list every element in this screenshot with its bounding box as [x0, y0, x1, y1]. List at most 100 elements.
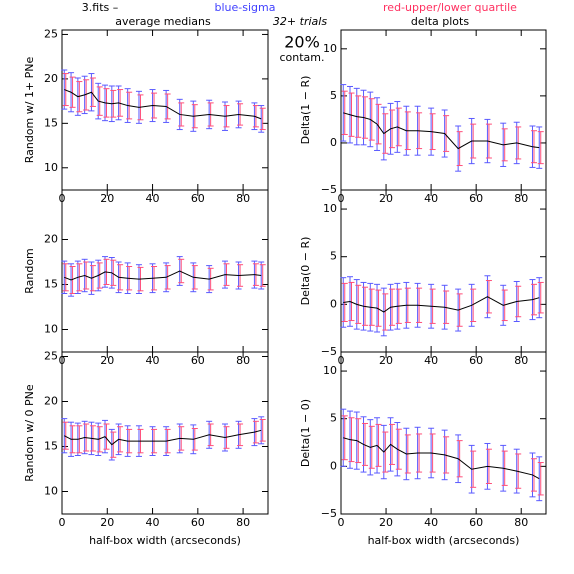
- x-tick-label: 40: [146, 192, 160, 205]
- quartile-bar: [103, 423, 110, 450]
- quartile-bar: [89, 265, 96, 292]
- y-tick-label: 10: [44, 161, 58, 174]
- quartile-bar: [110, 431, 117, 458]
- y-tick-label: 25: [44, 27, 58, 40]
- quartile-bar: [164, 93, 171, 120]
- y-tick-label: 5: [330, 412, 337, 425]
- x-tick-label: 20: [379, 516, 393, 529]
- quartile-bar: [348, 281, 355, 322]
- quartile-bar: [69, 76, 76, 108]
- y-tick-label: 10: [323, 364, 337, 377]
- y-axis-label: Delta(1 − 0): [299, 399, 312, 467]
- quartile-bar: [362, 422, 369, 466]
- x-tick-label: 80: [514, 516, 528, 529]
- median-line: [343, 437, 540, 480]
- quartile-bar: [96, 262, 103, 289]
- column-title: delta plots: [411, 15, 469, 28]
- quartile-bar: [69, 266, 76, 294]
- quartile-bar: [62, 263, 69, 292]
- quartile-bar: [62, 421, 69, 450]
- quartile-bar: [164, 265, 171, 290]
- x-tick-label: 60: [191, 516, 205, 529]
- quartile-bar: [485, 280, 492, 314]
- median-line: [64, 429, 262, 446]
- quartile-bar: [62, 73, 69, 107]
- column-title: average medians: [115, 15, 211, 28]
- x-tick-label: 20: [379, 192, 393, 205]
- quartile-bar: [530, 458, 537, 492]
- quartile-bar: [259, 107, 266, 131]
- x-tick-label: 60: [191, 192, 205, 205]
- median-line: [64, 270, 262, 281]
- quartile-bar: [470, 288, 477, 323]
- y-axis-label: Delta(1 − R): [299, 76, 312, 145]
- y-tick-label: 25: [44, 350, 58, 363]
- contam-percent: 20%: [284, 33, 320, 52]
- x-tick-label: 20: [100, 354, 114, 367]
- quartile-bar: [83, 79, 90, 111]
- x-tick-label: 0: [59, 516, 66, 529]
- y-tick-label: 10: [323, 42, 337, 55]
- quartile-bar: [456, 131, 463, 167]
- quartile-bar: [443, 115, 450, 152]
- quartile-bar: [537, 131, 544, 165]
- plot-frame: [340, 351, 547, 515]
- y-tick-label: 20: [44, 395, 58, 408]
- y-tick-label: 20: [44, 72, 58, 85]
- quartile-bar: [382, 113, 389, 154]
- y-tick-label: 20: [44, 233, 58, 246]
- x-tick-label: 40: [424, 192, 438, 205]
- y-axis-label: Delta(0 − R): [299, 237, 312, 306]
- y-tick-label: 15: [44, 116, 58, 129]
- y-tick-label: 5: [330, 89, 337, 102]
- quartile-bar: [259, 419, 266, 442]
- y-tick-label: −5: [321, 345, 337, 358]
- legend-sigma: blue-sigma: [215, 1, 276, 14]
- quartile-bar: [355, 418, 362, 464]
- plot-frame: [61, 351, 269, 515]
- x-tick-label: 20: [379, 354, 393, 367]
- x-tick-label: 20: [100, 192, 114, 205]
- y-tick-label: 10: [323, 202, 337, 215]
- quartile-bar: [178, 258, 185, 284]
- median-line: [64, 89, 262, 120]
- quartile-bar: [537, 281, 544, 314]
- x-tick-label: 40: [146, 516, 160, 529]
- x-tick-label: 40: [146, 354, 160, 367]
- quartile-bar: [382, 431, 389, 473]
- quartile-bar: [395, 107, 402, 147]
- x-tick-label: 20: [100, 516, 114, 529]
- sigma-bar: [340, 277, 347, 328]
- quartile-bar: [537, 462, 544, 496]
- x-tick-label: 80: [514, 354, 528, 367]
- y-tick-label: 0: [330, 297, 337, 310]
- quartile-bar: [375, 423, 382, 467]
- y-tick-label: 15: [44, 440, 58, 453]
- quartile-bar: [110, 259, 117, 286]
- quartile-bar: [395, 428, 402, 470]
- plot-frame: [340, 189, 547, 353]
- x-tick-label: 80: [236, 192, 250, 205]
- trials-label: 32+ trials: [273, 15, 327, 28]
- x-tick-label: 0: [338, 516, 345, 529]
- quartile-bar: [252, 105, 259, 128]
- quartile-bar: [83, 261, 90, 290]
- y-tick-label: −5: [321, 507, 337, 520]
- file-label: 3.fits –: [82, 1, 118, 14]
- y-axis-label: Random w/ 0 PNe: [23, 384, 36, 482]
- x-tick-label: 40: [424, 516, 438, 529]
- quartile-bar: [382, 293, 389, 331]
- legend-quartile: red-upper/lower quartile: [383, 1, 517, 14]
- sigma-bar: [258, 105, 265, 133]
- quartile-bar: [456, 440, 463, 478]
- x-tick-label: 60: [469, 354, 483, 367]
- y-tick-label: 5: [330, 250, 337, 263]
- median-line: [343, 296, 540, 313]
- x-axis-label: half-box width (arcseconds): [89, 534, 241, 547]
- quartile-bar: [96, 426, 103, 453]
- quartile-bar: [89, 77, 96, 107]
- x-tick-label: 60: [469, 192, 483, 205]
- quartile-bar: [375, 103, 382, 145]
- x-tick-label: 80: [236, 354, 250, 367]
